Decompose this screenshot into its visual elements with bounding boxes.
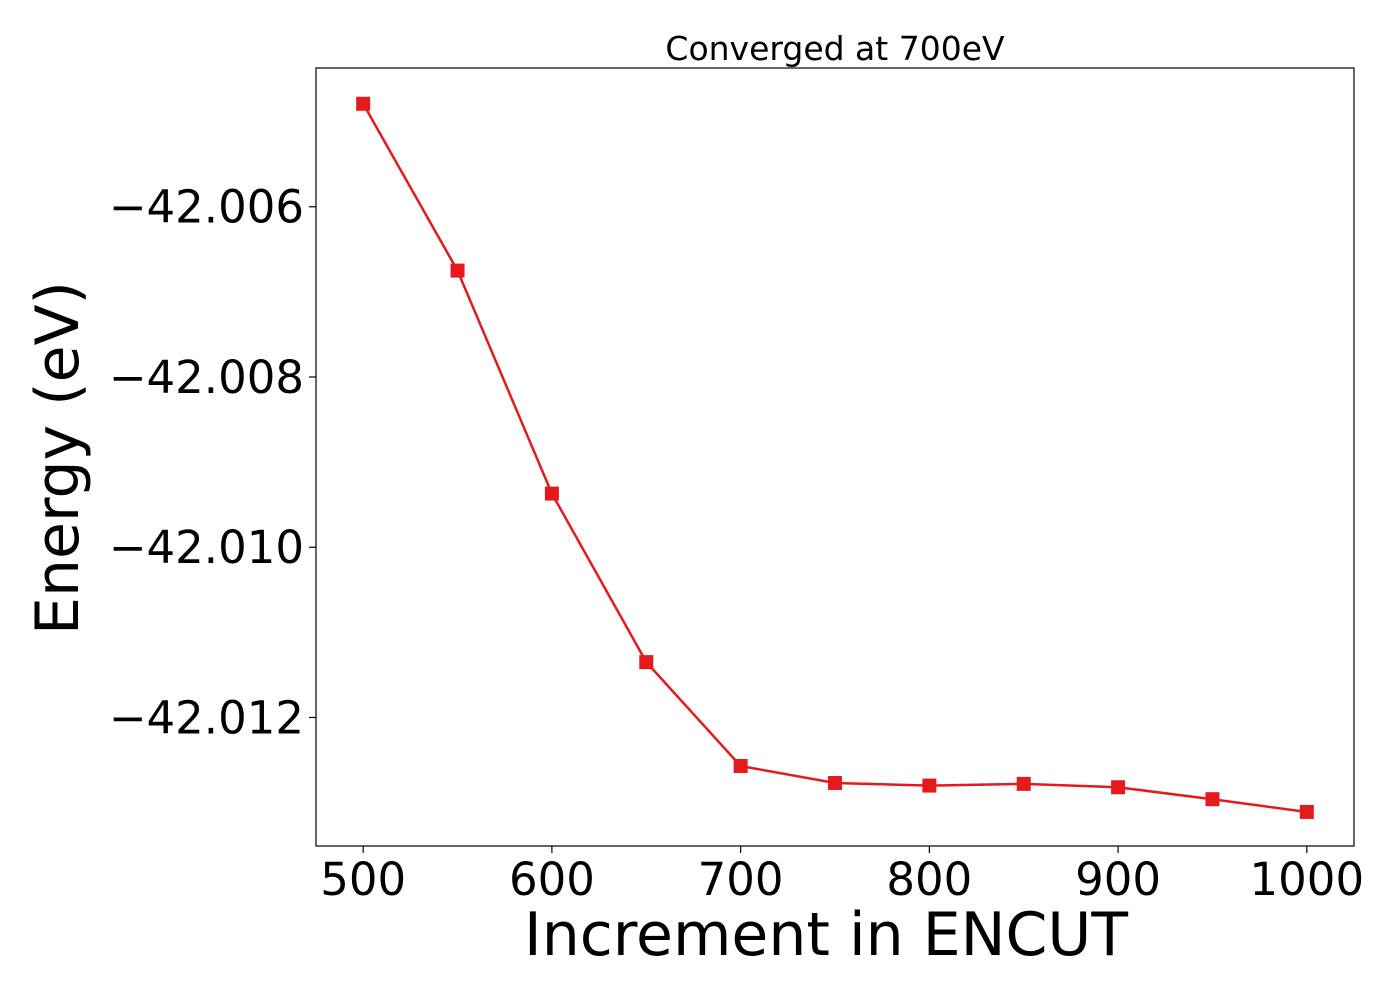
x-tick-label: 1000 — [1250, 853, 1365, 906]
x-axis-label: Increment in ENCUT — [524, 900, 1128, 970]
x-axis-ticks: 500 600 700 800 900 1000 — [320, 846, 1364, 906]
x-tick-label: 900 — [1075, 853, 1161, 906]
y-tick-label: −42.006 — [109, 181, 304, 234]
x-tick-label: 800 — [886, 853, 972, 906]
x-tick-label: 600 — [509, 853, 595, 906]
data-point — [544, 486, 559, 501]
y-tick-label: −42.010 — [109, 521, 304, 574]
plot-area-frame — [315, 67, 1355, 847]
data-point — [356, 96, 371, 111]
series-layer — [356, 96, 1314, 819]
y-axis-label: Energy (eV) — [23, 281, 93, 635]
data-point — [1299, 804, 1314, 819]
x-tick-label: 500 — [320, 853, 406, 906]
x-tick-label: 700 — [698, 853, 784, 906]
data-point — [828, 776, 842, 791]
chart-title: Converged at 700eV — [665, 29, 1005, 68]
data-point — [639, 655, 654, 670]
series-line — [362, 103, 1307, 814]
data-point — [733, 758, 748, 773]
y-tick-label: −42.012 — [109, 691, 304, 744]
y-axis-ticks: −42.006 −42.008 −42.010 −42.012 — [109, 181, 316, 744]
data-point — [1111, 780, 1126, 795]
data-point — [450, 263, 465, 278]
y-tick-label: −42.008 — [109, 351, 304, 404]
data-point — [922, 778, 937, 793]
data-point — [1205, 792, 1220, 807]
data-point — [1016, 776, 1031, 791]
